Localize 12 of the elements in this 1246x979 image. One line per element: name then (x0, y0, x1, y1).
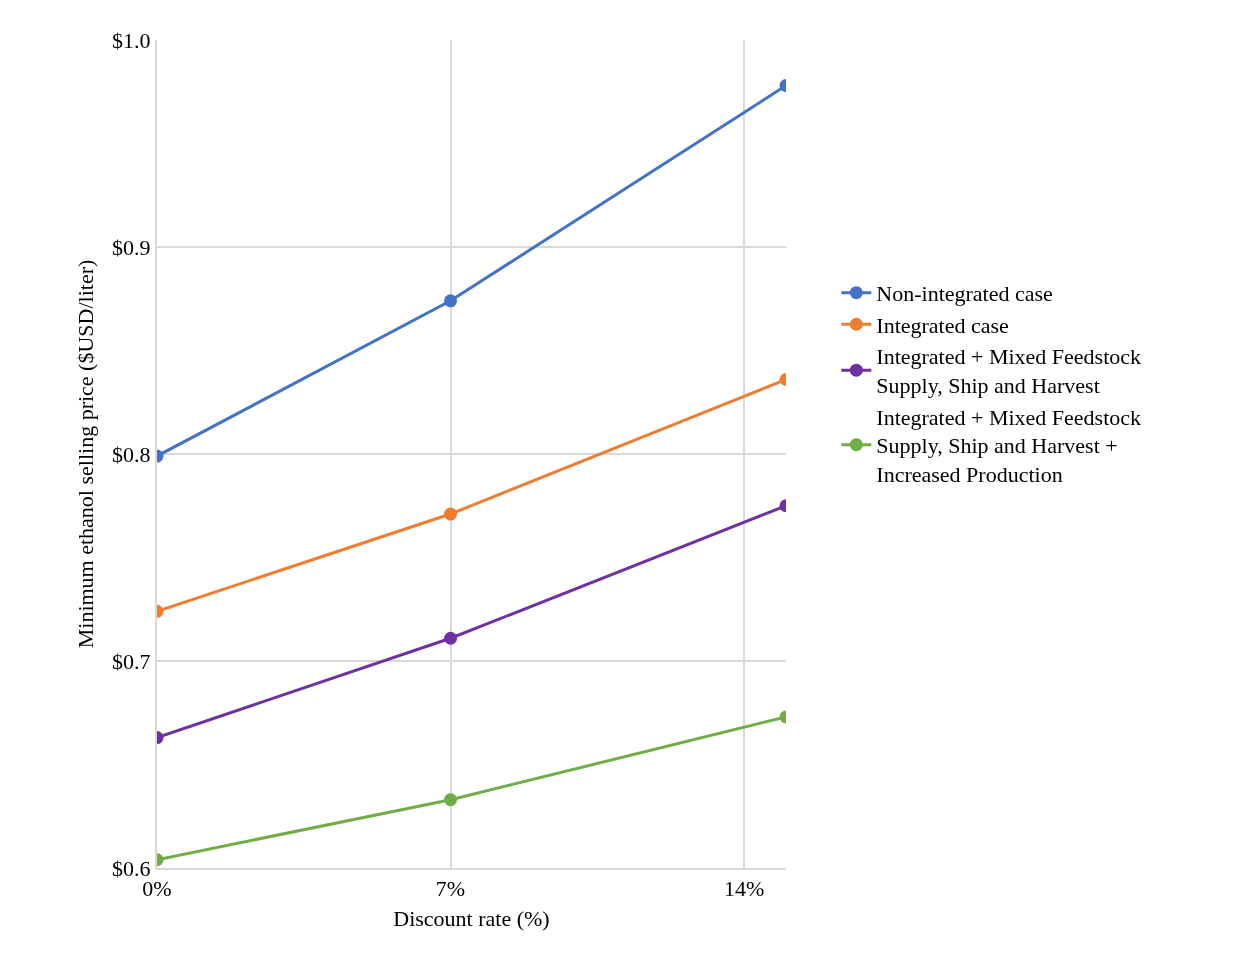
x-tick-label: 14% (723, 876, 765, 902)
y-tick-label: $0.8 (112, 441, 151, 467)
x-tick-label: 7% (435, 876, 466, 902)
y-tick-label: $0.7 (112, 648, 151, 674)
y-tick-label: $1.0 (112, 27, 151, 53)
y-tick-label: $0.9 (112, 234, 151, 260)
y-axis-title: Minimum ethanol selling price ($USD/liter) (73, 259, 99, 649)
legend-label: Integrated case (876, 312, 1009, 338)
legend-label: Integrated + Mixed Feedstock Supply, Ship and Harvest (876, 344, 1142, 399)
legend-label: Integrated + Mixed Feedstock Supply, Ship and Harvest + Increased Production (876, 404, 1142, 487)
legend-label: Non-integrated case (876, 281, 1053, 307)
x-axis-title: Discount rate (%) (393, 905, 550, 931)
